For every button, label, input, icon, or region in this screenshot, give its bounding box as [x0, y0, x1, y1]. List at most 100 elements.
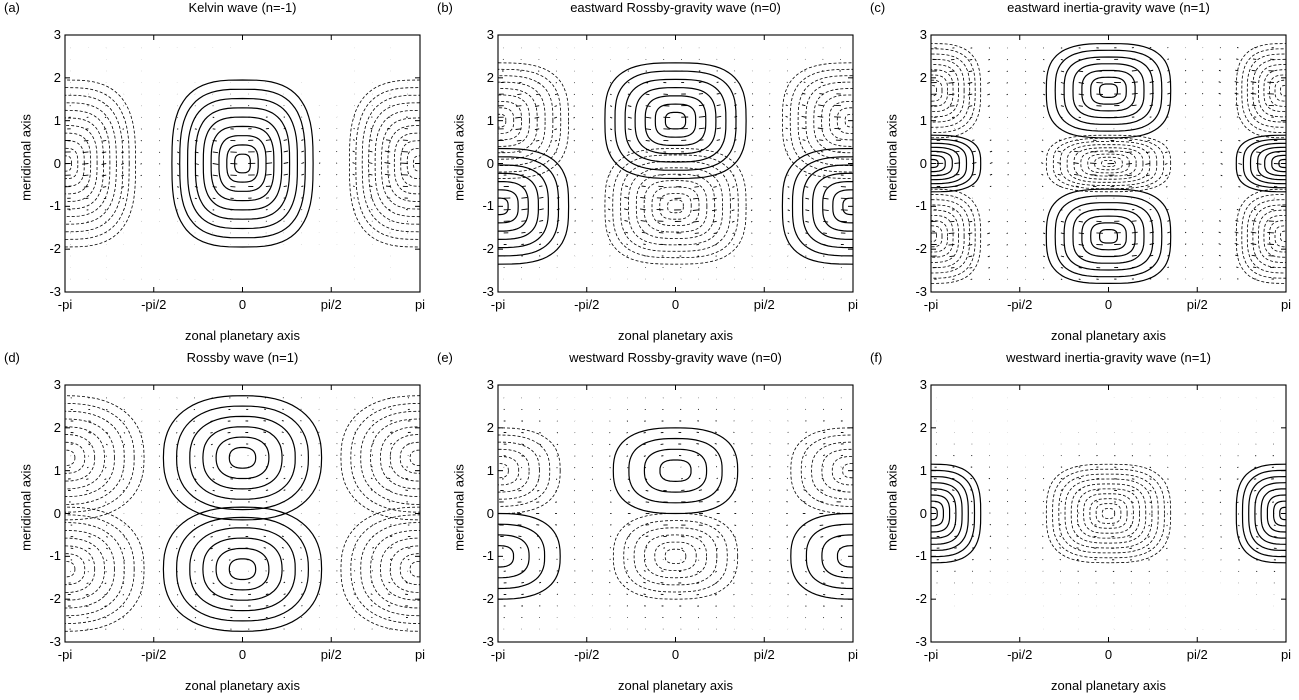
negative-contour-line	[65, 545, 96, 593]
negative-contour-line	[361, 94, 420, 233]
vector-arrow	[300, 547, 302, 549]
vector-arrow	[387, 477, 391, 480]
y-axis-label: meridional axis	[18, 114, 34, 201]
vector-arrow	[1043, 105, 1045, 107]
vector-arrow	[785, 127, 788, 130]
vector-arrow	[1078, 244, 1085, 246]
vector-arrow	[712, 197, 717, 200]
positive-contour-line	[186, 97, 299, 230]
vector-arrow	[554, 128, 558, 131]
vector-arrow	[712, 220, 717, 223]
vector-arrow	[537, 478, 540, 481]
vector-arrow	[1043, 93, 1046, 96]
vector-arrow	[1006, 59, 1008, 61]
vector-arrow	[1149, 104, 1154, 107]
positive-contour-line	[612, 427, 739, 515]
y-tick-label: 2	[919, 419, 927, 435]
vector-arrow	[716, 93, 720, 95]
vector-arrow	[969, 58, 973, 61]
y-tick-label: -2	[49, 591, 61, 607]
positive-contour-line	[215, 547, 270, 591]
vector-arrow	[802, 139, 806, 141]
negative-contour-line	[829, 101, 853, 141]
negative-contour-line	[789, 68, 853, 173]
vector-arrow	[387, 593, 391, 595]
vector-arrow	[1078, 232, 1085, 235]
negative-contour-line	[1235, 188, 1286, 284]
vector-arrow	[988, 58, 991, 61]
positive-contour-line	[1260, 488, 1286, 539]
vector-arrow	[1131, 69, 1137, 72]
vector-arrow	[194, 151, 199, 154]
negative-contour-line	[1080, 150, 1137, 177]
negative-contour-line	[1087, 153, 1130, 174]
vector-arrow	[954, 162, 961, 164]
vector-arrow	[370, 593, 373, 595]
vector-arrow	[388, 581, 391, 584]
vector-arrow	[352, 185, 355, 188]
positive-contour-line	[202, 537, 283, 601]
x-tick-label: -pi/2	[1007, 647, 1033, 662]
vector-arrow	[1220, 186, 1222, 188]
vector-arrow	[972, 173, 976, 176]
vector-arrow	[390, 431, 393, 433]
panel-e: (e) westward Rossby-gravity wave (n=0) zon…	[433, 350, 863, 700]
vector-arrow	[1167, 501, 1169, 504]
negative-contour-line	[931, 74, 949, 107]
vector-arrow	[1078, 58, 1082, 61]
vector-arrow	[301, 139, 304, 141]
negative-contour-line	[643, 180, 708, 233]
vector-arrow	[1238, 524, 1240, 527]
x-tick-label: -pi/2	[574, 647, 600, 662]
vector-arrow	[1074, 173, 1079, 176]
vector-arrow	[1041, 139, 1044, 141]
vector-arrow	[193, 432, 196, 434]
vector-arrow	[1254, 501, 1257, 504]
y-tick-label: 0	[919, 505, 927, 521]
vector-arrow	[556, 196, 560, 199]
vector-arrow	[803, 489, 806, 491]
positive-contour-line	[1249, 142, 1286, 185]
vector-arrow	[801, 104, 806, 107]
vector-arrow	[574, 197, 576, 199]
vector-arrow	[176, 536, 178, 538]
negative-contour-line	[633, 527, 718, 586]
negative-contour-line	[360, 522, 420, 617]
vector-arrow	[283, 185, 288, 188]
vector-arrow	[177, 174, 180, 177]
vector-arrow	[989, 162, 993, 164]
vector-arrow	[734, 127, 738, 130]
vector-arrow	[805, 570, 807, 573]
positive-contour-line	[202, 116, 283, 211]
vector-arrow	[140, 594, 143, 596]
negative-contour-line	[1246, 53, 1286, 128]
negative-contour-line	[400, 140, 420, 187]
y-tick-label: -3	[482, 284, 494, 299]
vector-arrow	[283, 162, 289, 164]
vector-arrow	[301, 581, 303, 584]
negative-contour-line	[931, 199, 971, 274]
x-tick-label: -pi/2	[574, 297, 600, 312]
vector-arrow	[1078, 105, 1083, 107]
vector-arrow	[140, 140, 142, 142]
x-axis-label: zonal planetary axis	[185, 328, 300, 343]
vector-arrow	[713, 186, 717, 188]
vector-arrow	[263, 443, 267, 445]
vector-arrow	[1165, 174, 1168, 177]
positive-contour-line	[1063, 202, 1154, 271]
vector-arrow	[1042, 489, 1045, 491]
y-tick-label: -2	[915, 591, 927, 607]
vector-arrow	[1126, 151, 1132, 153]
positive-contour-line	[215, 436, 270, 480]
vector-arrow	[715, 570, 717, 573]
y-tick-label: 0	[919, 155, 927, 171]
positive-contour-line	[1235, 463, 1286, 564]
vector-arrow	[1025, 232, 1027, 234]
vector-arrow	[556, 443, 559, 446]
positive-contour-line	[1264, 150, 1286, 177]
vector-arrow	[1256, 536, 1259, 538]
y-tick-label: 0	[53, 505, 61, 521]
negative-contour-line	[498, 434, 551, 507]
vector-arrow	[733, 582, 735, 584]
vector-arrow	[610, 139, 612, 142]
